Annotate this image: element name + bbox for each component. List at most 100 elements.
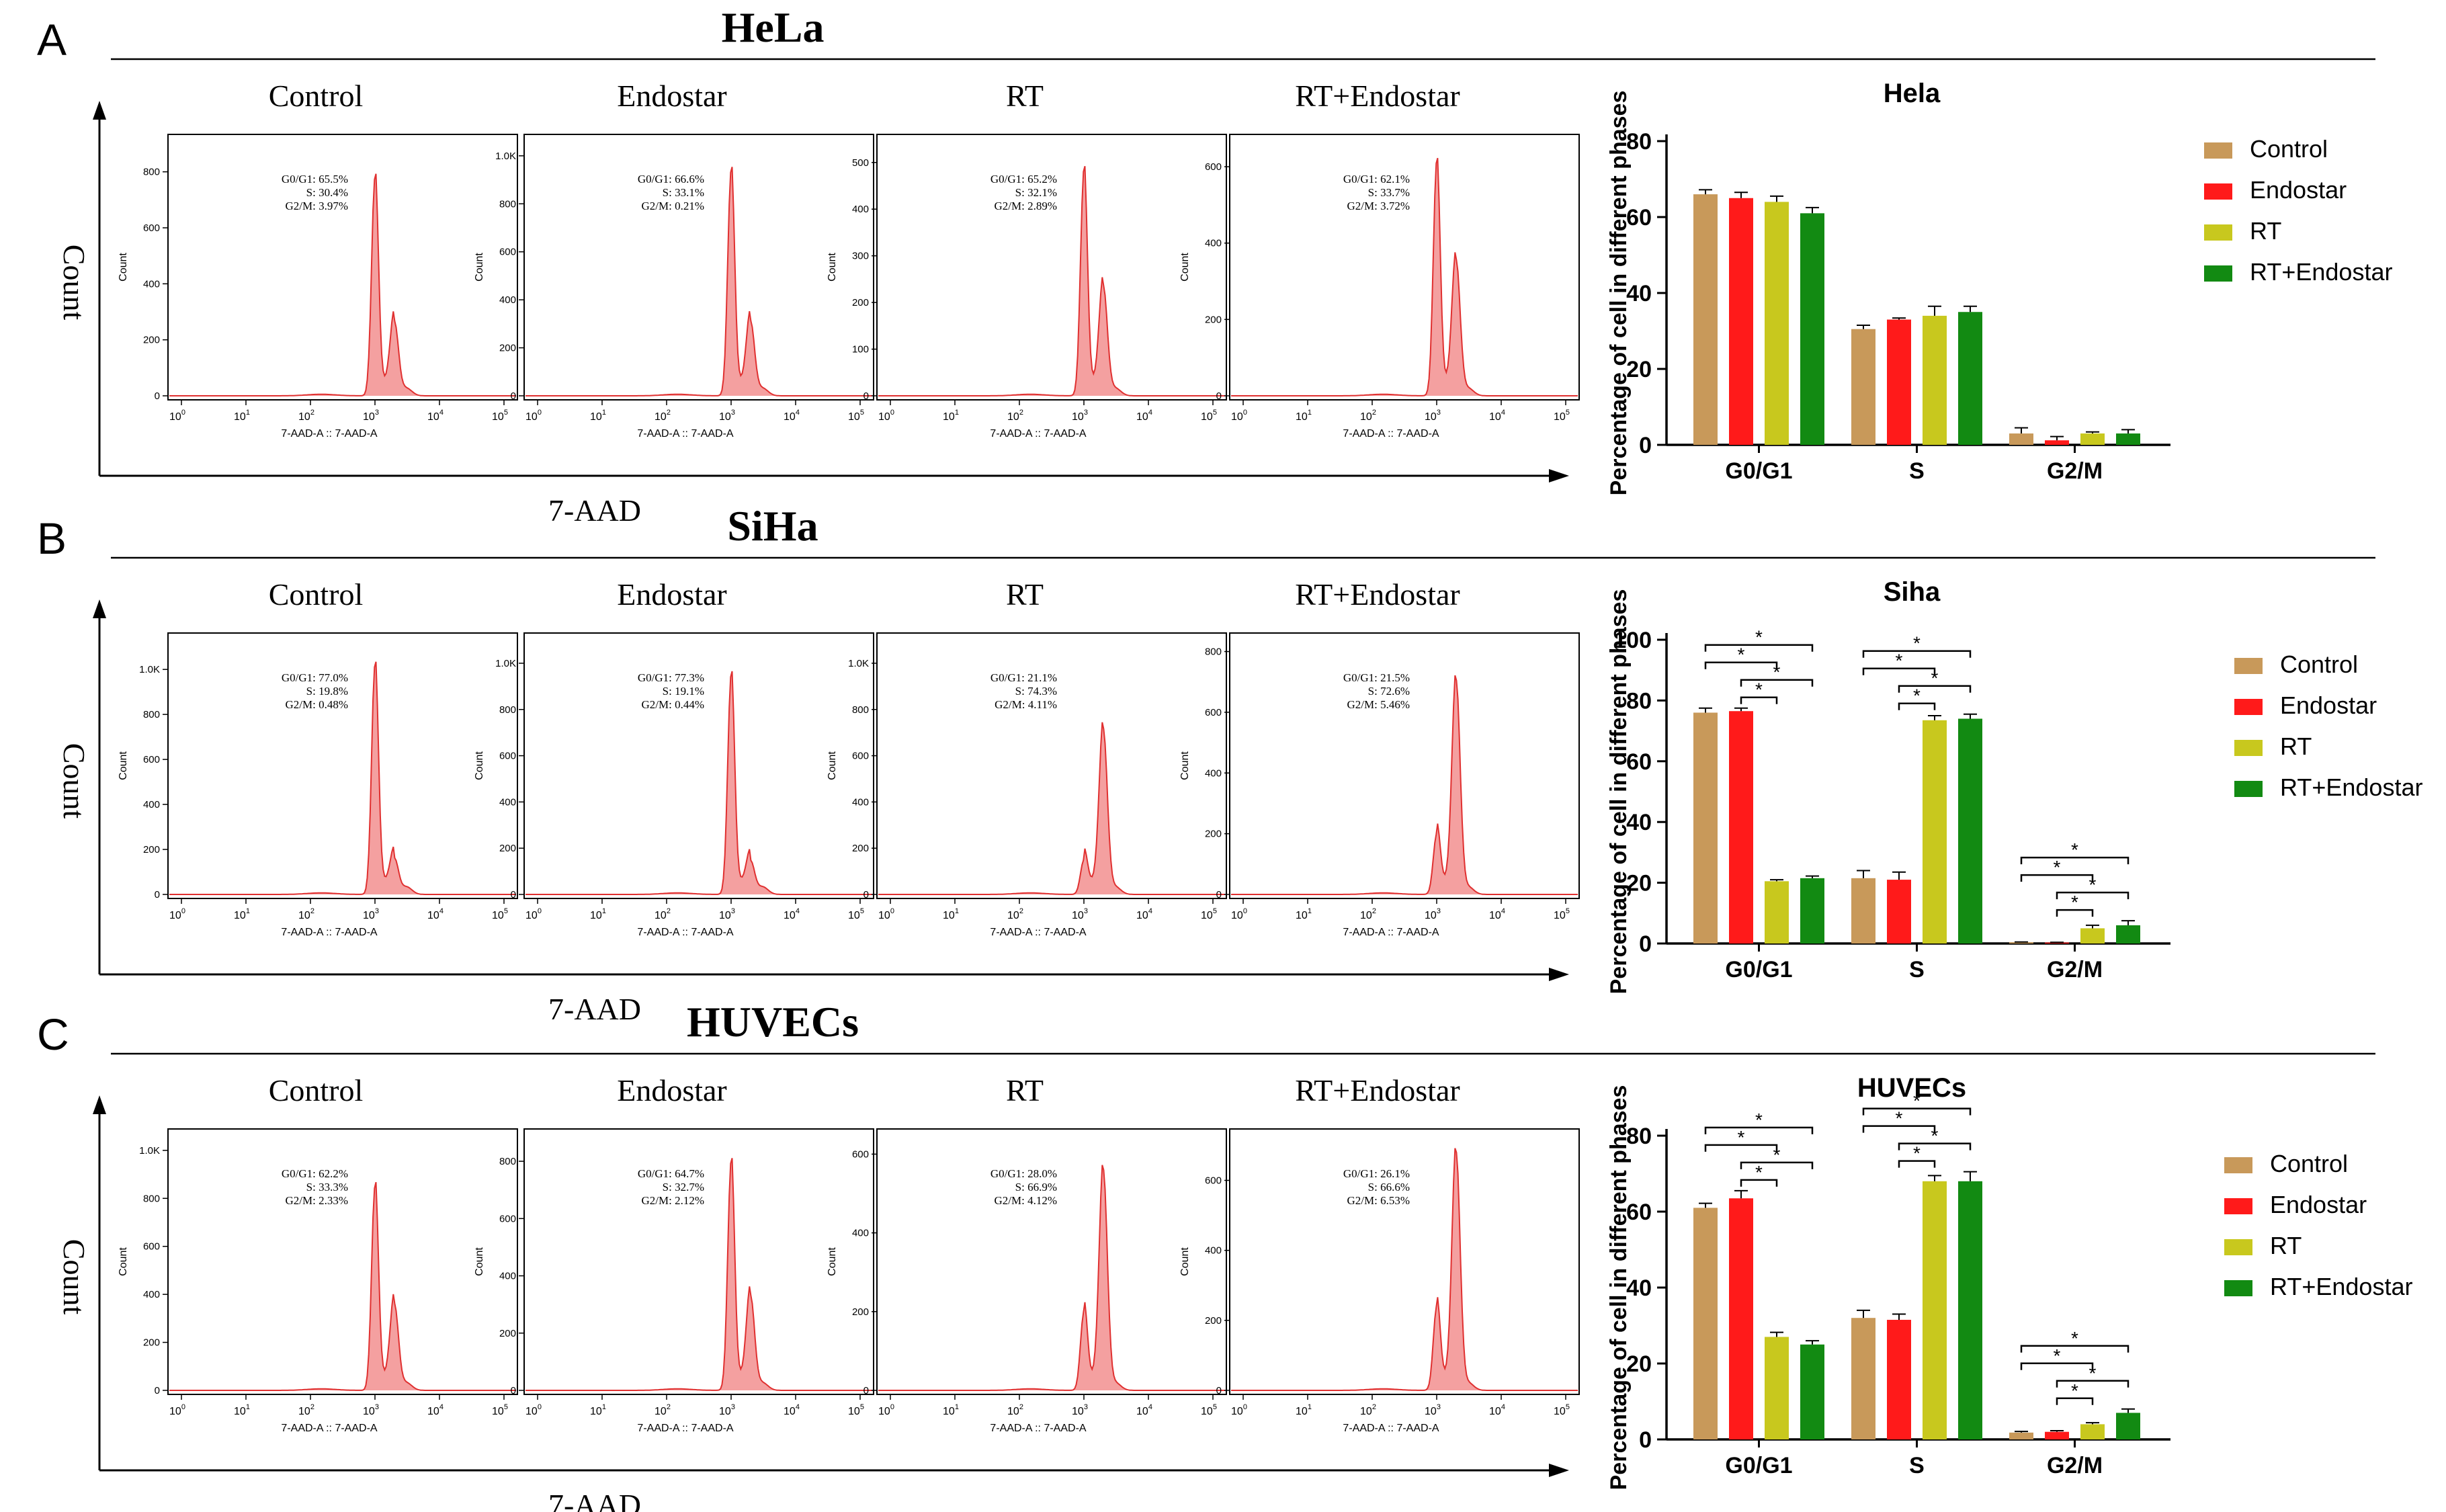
histogram-title: Endostar <box>617 577 727 612</box>
histogram-frame <box>876 632 1227 899</box>
histogram-x-label: 7-AAD-A :: 7-AAD-A <box>990 927 1086 938</box>
y-tick-label: 200 <box>1205 1315 1222 1327</box>
chart-category-label: G2/M <box>2047 957 2103 982</box>
gate-text: G0/G1: 28.0% <box>990 1167 1057 1180</box>
significance-bracket <box>1740 1161 1814 1169</box>
histogram-title: RT+Endostar <box>1295 577 1460 612</box>
gate-text: S: 66.6% <box>1368 1181 1410 1193</box>
x-tick-label: 105 <box>1554 409 1570 423</box>
bar-rt-endostar <box>1800 878 1824 943</box>
gate-text: G2/M: 3.72% <box>1347 200 1410 212</box>
significance-star: * <box>2071 839 2078 860</box>
histogram-line <box>525 671 872 895</box>
bar-rt-endostar <box>1800 1344 1824 1439</box>
y-tick-label: 400 <box>1205 1245 1222 1257</box>
y-tick-label: 0 <box>511 889 516 900</box>
significance-star: * <box>1913 1143 1921 1164</box>
histogram-y-label: Count <box>827 751 838 780</box>
x-tick-label: 101 <box>590 409 606 423</box>
histogram-title: RT <box>1006 1073 1044 1107</box>
bar-control <box>1851 878 1875 943</box>
y-tick-label: 600 <box>499 751 516 762</box>
x-tick-label: 102 <box>1007 907 1023 921</box>
chart-y-tick-label: 80 <box>1626 1124 1652 1149</box>
legend-label: Endostar <box>2250 176 2347 204</box>
histogram-frame <box>523 134 874 401</box>
chart-title: Hela <box>1884 79 1941 108</box>
histogram-x-label: 7-AAD-A :: 7-AAD-A <box>281 927 377 938</box>
significance-bracket <box>1898 685 1972 693</box>
significance-star: * <box>2071 1328 2078 1349</box>
x-tick-label: 100 <box>1231 409 1247 423</box>
gate-text: G2/M: 0.44% <box>642 698 705 711</box>
gate-text: G0/G1: 64.7% <box>638 1167 704 1180</box>
significance-star: * <box>1913 633 1921 654</box>
gate-text: S: 19.8% <box>306 685 348 698</box>
significance-bracket <box>2020 856 2129 865</box>
bar-control <box>1851 329 1875 445</box>
y-tick-label: 600 <box>1205 161 1222 173</box>
significance-star: * <box>1896 1108 1903 1129</box>
significance-star: * <box>1755 1162 1763 1183</box>
significance-bracket <box>1898 1142 1972 1150</box>
flow-x-arrow <box>1549 469 1569 482</box>
significance-bracket <box>1704 644 1814 652</box>
x-tick-label: 102 <box>1360 409 1376 423</box>
y-tick-label: 0 <box>155 1385 160 1396</box>
bar-rt-endostar <box>2116 433 2140 445</box>
legend-swatch <box>2224 1198 2252 1214</box>
x-tick-label: 101 <box>234 1403 250 1417</box>
y-tick-label: 500 <box>852 157 869 169</box>
x-tick-label: 104 <box>427 907 444 921</box>
significance-star: * <box>1755 1109 1763 1130</box>
chart-category-label: S <box>1909 458 1925 484</box>
significance-star: * <box>1896 650 1903 671</box>
x-tick-label: 105 <box>1554 1403 1570 1417</box>
histogram-y-label: Count <box>827 1247 838 1276</box>
histogram-y-label: Count <box>1179 253 1191 282</box>
histogram-line <box>169 1181 516 1391</box>
significance-star: * <box>1738 1127 1745 1148</box>
legend-swatch <box>2204 183 2232 200</box>
y-tick-label: 200 <box>499 343 516 354</box>
x-tick-label: 105 <box>848 409 864 423</box>
histogram-x-label: 7-AAD-A :: 7-AAD-A <box>1343 1423 1439 1434</box>
x-tick-label: 102 <box>298 1403 314 1417</box>
y-tick-label: 0 <box>155 889 160 900</box>
significance-star: * <box>2054 857 2061 878</box>
histogram-title: Control <box>269 577 364 612</box>
significance-bracket <box>1740 679 1814 687</box>
legend-swatch <box>2224 1280 2252 1296</box>
x-tick-label: 104 <box>1489 907 1505 921</box>
histogram-frame <box>876 1128 1227 1395</box>
x-tick-label: 104 <box>1136 1403 1152 1417</box>
y-tick-label: 800 <box>852 704 869 716</box>
y-tick-label: 800 <box>143 167 160 178</box>
histogram-y-label: Count <box>118 253 129 282</box>
x-tick-label: 101 <box>590 907 606 921</box>
bar-rt <box>1765 881 1789 943</box>
significance-bracket <box>2056 1397 2094 1405</box>
histogram-line <box>1231 1148 1578 1391</box>
x-tick-label: 102 <box>1007 409 1023 423</box>
legend-label: Control <box>2280 650 2358 678</box>
gate-text: G0/G1: 21.1% <box>990 671 1057 684</box>
bar-endostar <box>2045 440 2069 445</box>
flow-y-arrow <box>93 1095 106 1114</box>
y-tick-label: 200 <box>1205 314 1222 325</box>
panel-A: A HeLa Count 7-AAD Control 100 101 102 103 104 105… <box>37 3 2392 528</box>
gate-text: S: 33.1% <box>663 186 704 199</box>
y-tick-label: 800 <box>143 1193 160 1204</box>
flow-y-arrow <box>93 599 106 618</box>
x-tick-label: 105 <box>848 1403 864 1417</box>
chart-y-tick-label: 20 <box>1626 357 1652 382</box>
y-tick-label: 400 <box>499 1271 516 1282</box>
y-tick-label: 400 <box>852 796 869 808</box>
x-tick-label: 103 <box>1425 1403 1441 1417</box>
histogram-x-label: 7-AAD-A :: 7-AAD-A <box>281 428 377 439</box>
x-tick-label: 103 <box>1072 1403 1088 1417</box>
histogram-y-label: Count <box>1179 751 1191 780</box>
